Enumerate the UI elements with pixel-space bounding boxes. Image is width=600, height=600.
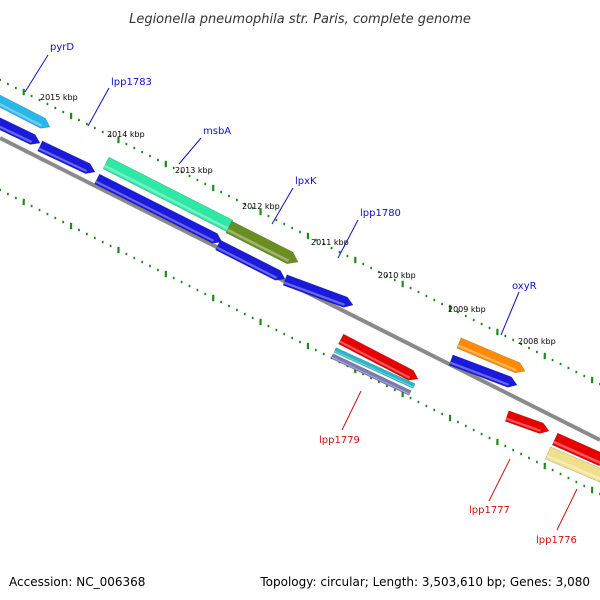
scale-label: 2011 kbp [311,238,349,247]
scale-label: 2014 kbp [107,130,145,139]
scale-label: 2013 kbp [175,166,213,175]
label-leader-line [488,458,511,502]
gene-label-oxyR[interactable]: oxyR [512,281,537,292]
map-title: Legionella pneumophila str. Paris, compl… [129,12,471,27]
genome-summary-text: Topology: circular; Length: 3,503,610 bp… [259,575,590,589]
gene-arrow[interactable] [37,140,96,174]
cds-arrow[interactable] [333,347,416,389]
feature-highlight [553,440,600,465]
label-leader-line [500,291,520,336]
label-leader-line [341,390,362,431]
feature-highlight [0,103,43,127]
scale-label: 2015 kbp [40,93,78,102]
gene-arrow[interactable] [338,333,419,381]
cds-arrow[interactable] [330,353,412,396]
cds-arrow[interactable] [0,91,51,129]
feature-highlight [505,417,541,432]
gene-arrow[interactable] [94,173,223,244]
gene-label-lpp1783[interactable]: lpp1783 [111,77,152,88]
scale-label: 2010 kbp [378,271,416,280]
label-leader-line [24,54,49,93]
cds-arrow[interactable] [225,220,299,265]
label-leaders [24,54,578,531]
feature-highlight [103,164,230,231]
gene-label-lpp1780[interactable]: lpp1780 [360,208,401,219]
gene-arrow[interactable] [215,239,286,281]
scale-label: 2009 kbp [448,305,486,314]
gene-arrow[interactable] [0,114,41,145]
gene-labels: pyrD lpp1783 msbA lpxK lpp1780 oxyR lpp1… [50,42,577,546]
feature-highlight [283,281,345,306]
scale-labels: 2015 kbp 2014 kbp 2013 kbp 2012 kbp 2011… [40,93,556,346]
label-leader-line [556,488,578,531]
scale-label: 2012 kbp [242,202,280,211]
gene-label-msbA[interactable]: msbA [203,126,231,137]
label-leader-line [271,187,294,225]
gene-arrow[interactable] [551,432,600,467]
feature-highlight [457,344,517,372]
feature-highlight [0,125,33,144]
gene-label-pyrD[interactable]: pyrD [50,42,74,53]
accession-text: Accession: NC_006368 [9,575,145,589]
feature-highlight [38,147,88,173]
gene-arrow[interactable] [448,354,518,388]
feature-highlight [331,356,410,395]
gene-label-lpp1776[interactable]: lpp1776 [536,535,577,546]
gene-arrow[interactable] [504,410,550,434]
gene-label-lpp1779[interactable]: lpp1779 [319,435,360,446]
scale-label: 2008 kbp [518,337,556,346]
label-leader-line [337,219,359,259]
feature-highlight [339,340,411,379]
gene-label-lpp1777[interactable]: lpp1777 [469,505,510,516]
feature-highlight [95,180,215,242]
feature-highlight [226,228,290,262]
feature-highlight [216,246,278,279]
gene-arrow[interactable] [282,274,354,308]
gene-label-lpxK[interactable]: lpxK [295,176,317,187]
label-leader-line [178,137,202,165]
feature-highlight [546,454,600,481]
feature-highlight [449,361,509,386]
feature-highlight [334,350,414,388]
feature-arrows [0,91,600,483]
cds-arrow[interactable] [456,337,526,374]
cds-arrow[interactable] [545,446,600,483]
label-leader-line [87,87,110,127]
